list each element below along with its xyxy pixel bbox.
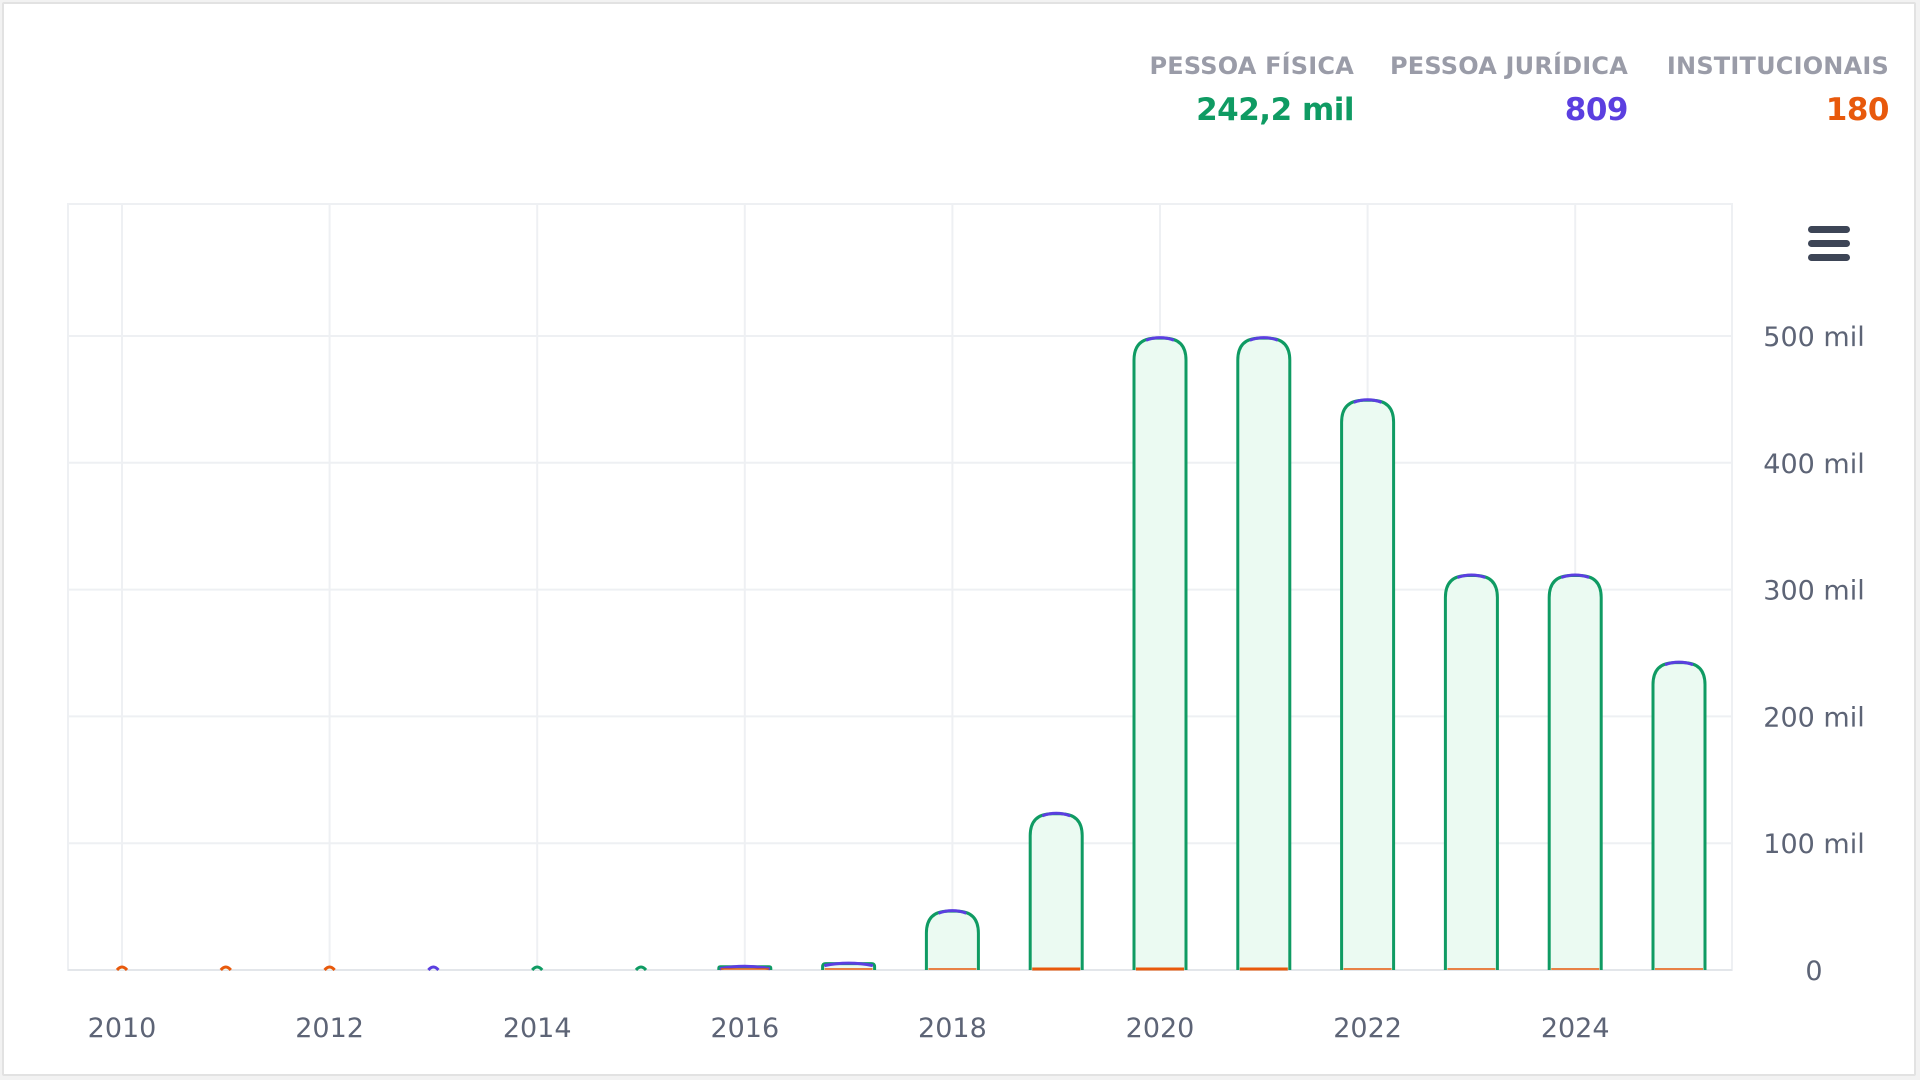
y-tick-label: 400 mil [1763, 449, 1864, 480]
bars [115, 336, 1707, 972]
y-axis-labels: 0 100 mil 200 mil 300 mil 400 mil 500 mil [1763, 322, 1864, 987]
bar-pessoa-fisica-2025[interactable] [1651, 661, 1707, 970]
bar-group-2016[interactable] [717, 964, 773, 971]
bar-stub-2010[interactable] [115, 965, 129, 972]
bar-group-2014[interactable] [531, 965, 544, 972]
bar-pessoa-fisica-2021[interactable] [1236, 336, 1292, 970]
legend-value: 180 [1825, 92, 1890, 128]
bar-group-2025[interactable] [1651, 660, 1707, 970]
bar-pessoa-fisica-2024[interactable] [1547, 573, 1603, 970]
bar-pessoa-juridica-2019[interactable] [1041, 811, 1071, 818]
bar-group-2010[interactable] [115, 965, 129, 972]
bar-pessoa-juridica-2017[interactable] [824, 961, 874, 968]
bar-group-2019[interactable] [1028, 811, 1084, 971]
hamburger-menu-icon[interactable] [1806, 226, 1852, 262]
bar-stub-2011[interactable] [219, 965, 232, 972]
bar-group-2020[interactable] [1132, 336, 1188, 971]
bar-group-2015[interactable] [634, 965, 648, 972]
bar-pessoa-juridica-2021[interactable] [1249, 336, 1279, 342]
legend-item-pessoa-juridica[interactable]: PESSOA JURÍDICA 809 [1378, 52, 1629, 128]
y-tick-label: 300 mil [1763, 576, 1864, 607]
bar-group-2023[interactable] [1443, 573, 1499, 970]
x-tick-label: 2020 [1126, 1013, 1195, 1044]
legend-item-institucionais[interactable]: INSTITUCIONAIS 180 [1644, 52, 1890, 128]
bar-pessoa-juridica-2024[interactable] [1560, 573, 1590, 579]
bar-group-2024[interactable] [1547, 573, 1603, 970]
x-tick-label: 2024 [1541, 1013, 1610, 1044]
y-tick-label: 500 mil [1763, 322, 1864, 353]
bar-group-2011[interactable] [219, 965, 232, 972]
bar-stub-2015[interactable] [634, 965, 648, 972]
legend-label: PESSOA JURÍDICA [1389, 52, 1628, 80]
bar-group-2018[interactable] [924, 909, 980, 970]
bar-pessoa-juridica-2016[interactable] [719, 964, 771, 971]
bar-pessoa-juridica-2022[interactable] [1353, 398, 1383, 404]
bar-group-2017[interactable] [821, 961, 877, 970]
bar-group-2012[interactable] [323, 965, 336, 972]
x-tick-label: 2016 [710, 1013, 779, 1044]
y-tick-label: 0 [1805, 956, 1822, 987]
bar-pessoa-fisica-2019[interactable] [1028, 812, 1084, 970]
bar-pessoa-juridica-2023[interactable] [1456, 573, 1486, 579]
legend-value: 809 [1564, 92, 1629, 128]
bar-pessoa-fisica-2023[interactable] [1443, 573, 1499, 970]
x-axis-labels: 2010 2012 2014 2016 2018 2020 2022 2024 [88, 1013, 1610, 1044]
legend-label: INSTITUCIONAIS [1666, 52, 1889, 80]
bar-group-2013[interactable] [427, 965, 440, 972]
bar-pessoa-fisica-2020[interactable] [1132, 336, 1188, 970]
bar-stub-2014[interactable] [531, 965, 544, 972]
bar-pessoa-fisica-2022[interactable] [1340, 398, 1396, 970]
bar-group-2021[interactable] [1236, 336, 1292, 971]
bar-stub-2012[interactable] [323, 965, 336, 972]
x-tick-label: 2014 [503, 1013, 572, 1044]
bar-pessoa-juridica-2025[interactable] [1664, 660, 1694, 667]
chart-area: 2010 2012 2014 2016 2018 2020 2022 2024 0 100 mi… [67, 203, 1865, 1044]
bar-pessoa-juridica-2018[interactable] [937, 909, 967, 915]
bar-pessoa-fisica-2018[interactable] [924, 909, 980, 970]
y-tick-label: 200 mil [1763, 702, 1864, 733]
x-tick-label: 2010 [88, 1013, 157, 1044]
x-tick-label: 2022 [1333, 1013, 1402, 1044]
legend-label: PESSOA FÍSICA [1149, 52, 1354, 80]
legend-item-pessoa-fisica[interactable]: PESSOA FÍSICA 242,2 mil [1104, 52, 1355, 128]
bar-stub-2013[interactable] [427, 965, 440, 972]
bar-group-2022[interactable] [1340, 398, 1396, 970]
x-tick-label: 2012 [295, 1013, 364, 1044]
legend-value: 242,2 mil [1196, 92, 1354, 128]
bar-pessoa-juridica-2020[interactable] [1145, 336, 1175, 342]
x-tick-label: 2018 [918, 1013, 987, 1044]
y-tick-label: 100 mil [1763, 829, 1864, 860]
